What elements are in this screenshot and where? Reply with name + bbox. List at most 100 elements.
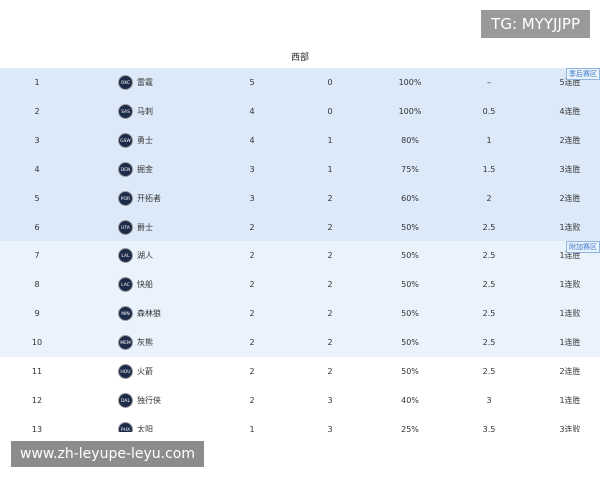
games-back: –	[487, 78, 491, 87]
team-logo: UTA	[118, 219, 133, 235]
losses: 0	[327, 106, 333, 116]
wins: 2	[249, 367, 255, 376]
streak: 4连胜	[559, 106, 581, 116]
rank: 11	[31, 367, 43, 376]
games-back: 3.5	[482, 424, 496, 432]
wins: 2	[249, 251, 255, 261]
streak: 3连败	[559, 424, 581, 432]
losses: 3	[327, 424, 333, 432]
team-name: 爵士	[137, 222, 153, 232]
streak: 1连胜	[559, 251, 581, 261]
games-back: 1.5	[482, 164, 496, 174]
wins: 1	[249, 424, 255, 432]
table-row: 2 SAS 马刺 4 0 100% 0.5 4连胜	[0, 96, 600, 126]
standings-table: 1 OKC 雷霆 5 0 100% – 5连胜 2 SAS 马刺 4 0 100% 0.5 4连胜 3 GSW 勇士…	[0, 68, 600, 432]
losses: 2	[327, 280, 333, 290]
win-pct: 40%	[401, 395, 419, 405]
streak: 3连胜	[559, 164, 581, 174]
losses: 2	[327, 367, 333, 376]
table-row: 8 LAC 快船 2 2 50% 2.5 1连败	[0, 270, 600, 300]
table-row: 1 OKC 雷霆 5 0 100% – 5连胜	[0, 68, 600, 97]
table-row: 13 PHX 太阳 1 3 25% 3.5 3连败	[0, 414, 600, 432]
streak: 2连胜	[559, 193, 581, 203]
zone-tag: 附加赛区	[566, 241, 600, 254]
rank: 9	[34, 309, 40, 319]
losses: 2	[327, 193, 333, 203]
footer-url: www.zh-leyupe-leyu.com	[11, 441, 205, 467]
wins: 2	[249, 309, 255, 319]
losses: 2	[327, 222, 333, 232]
games-back: 1	[486, 135, 492, 145]
table-row: 12 DAL 独行侠 2 3 40% 3 1连胜	[0, 385, 600, 415]
win-pct: 60%	[401, 193, 419, 203]
games-back: 2.5	[482, 280, 496, 290]
watermark: TG: MYYJJPP	[481, 10, 590, 38]
games-back: 2.5	[482, 367, 496, 376]
team-name: 火箭	[137, 367, 153, 376]
team-logo: MEM	[118, 335, 133, 351]
wins: 2	[249, 338, 255, 348]
streak: 5连胜	[559, 78, 581, 87]
rank: 4	[34, 164, 40, 174]
team-name: 开拓者	[137, 193, 161, 203]
win-pct: 25%	[401, 424, 419, 432]
table-row: 9 MIN 森林狼 2 2 50% 2.5 1连败	[0, 299, 600, 329]
games-back: 3	[486, 395, 492, 405]
games-back: 2.5	[482, 222, 496, 232]
win-pct: 50%	[401, 251, 419, 261]
win-pct: 50%	[401, 309, 419, 319]
team-name: 快船	[137, 280, 153, 290]
streak: 1连胜	[559, 395, 581, 405]
team-name: 掘金	[137, 164, 153, 174]
wins: 3	[249, 193, 255, 203]
zone-tag: 季后赛区	[566, 68, 600, 80]
table-row: 4 DEN 掘金 3 1 75% 1.5 3连胜	[0, 154, 600, 184]
games-back: 2.5	[482, 251, 496, 261]
wins: 2	[249, 280, 255, 290]
wins: 3	[249, 164, 255, 174]
table-row: 10 MEM 灰熊 2 2 50% 2.5 1连胜	[0, 328, 600, 358]
wins: 4	[249, 106, 255, 116]
team-logo: POR	[118, 190, 133, 206]
win-pct: 50%	[401, 367, 419, 376]
games-back: 2.5	[482, 338, 496, 348]
losses: 2	[327, 309, 333, 319]
losses: 2	[327, 338, 333, 348]
team-logo: PHX	[118, 421, 133, 432]
losses: 1	[327, 135, 333, 145]
rank: 5	[34, 193, 40, 203]
team-name: 独行侠	[137, 395, 161, 405]
rank: 12	[31, 395, 43, 405]
team-name: 太阳	[137, 424, 153, 432]
losses: 0	[327, 78, 333, 87]
rank: 2	[34, 106, 40, 116]
games-back: 0.5	[482, 106, 496, 116]
streak: 1连胜	[559, 338, 581, 348]
rank: 7	[34, 251, 40, 261]
losses: 1	[327, 164, 333, 174]
table-title: 西部	[290, 53, 309, 63]
win-pct: 100%	[398, 78, 422, 87]
wins: 4	[249, 135, 255, 145]
table-row: 11 HOU 火箭 2 2 50% 2.5 2连胜	[0, 357, 600, 386]
team-logo: HOU	[118, 364, 133, 379]
win-pct: 50%	[401, 280, 419, 290]
team-name: 森林狼	[137, 309, 161, 319]
team-logo: MIN	[118, 306, 133, 322]
games-back: 2	[486, 193, 492, 203]
streak: 1连败	[559, 280, 581, 290]
team-name: 勇士	[137, 135, 153, 145]
team-logo: GSW	[118, 132, 133, 148]
wins: 2	[249, 222, 255, 232]
win-pct: 50%	[401, 222, 419, 232]
team-logo: OKC	[118, 75, 133, 90]
games-back: 2.5	[482, 309, 496, 319]
win-pct: 80%	[401, 135, 419, 145]
win-pct: 75%	[401, 164, 419, 174]
table-row: 5 POR 开拓者 3 2 60% 2 2连胜	[0, 183, 600, 213]
team-logo: SAS	[118, 103, 133, 119]
win-pct: 50%	[401, 338, 419, 348]
team-logo: LAC	[118, 277, 133, 293]
win-pct: 100%	[398, 106, 422, 116]
team-name: 湖人	[137, 251, 153, 261]
